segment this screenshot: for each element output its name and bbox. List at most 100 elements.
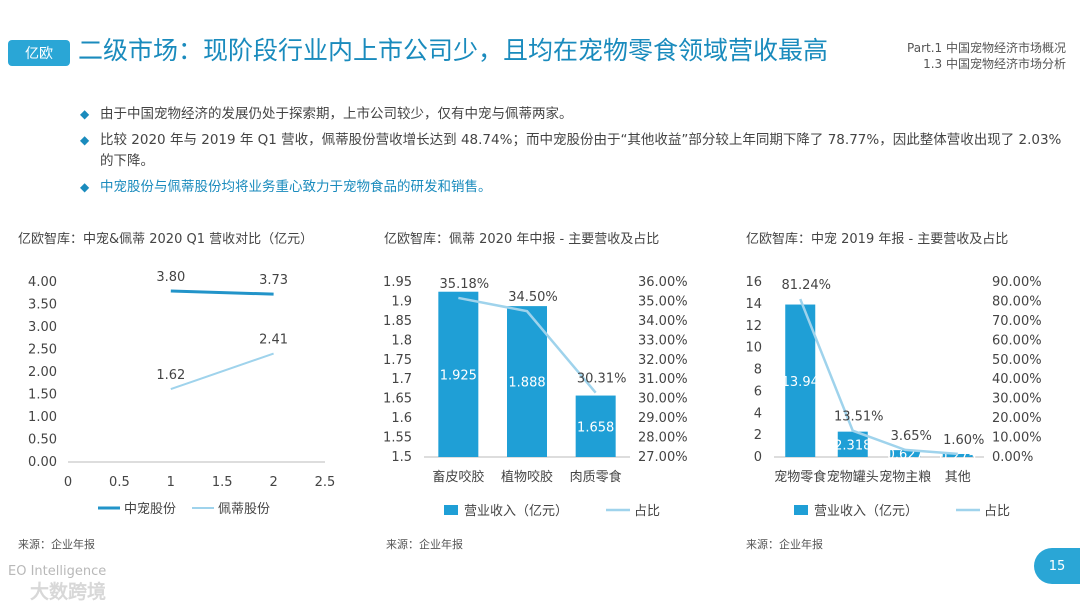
y2-tick-label: 28.00% bbox=[638, 431, 688, 446]
share-label: 1.60% bbox=[943, 433, 984, 448]
bar bbox=[837, 431, 868, 457]
chart3-bar-line-chart: 0 2 4 6 8 10 12 14 16 0.00% 10.00% 20.00% 30.00% 40.0… bbox=[745, 275, 1042, 519]
y-tick-label: 0 bbox=[754, 450, 762, 465]
y2-tick-label: 0.00% bbox=[992, 450, 1033, 465]
share-label: 3.65% bbox=[891, 429, 932, 444]
y-tick-label: 2.50 bbox=[28, 343, 57, 358]
bullet-text: 中宠股份与佩蒂股份均将业务重心致力于宠物食品的研发和销售。 bbox=[100, 179, 492, 195]
y-tick-label: 16 bbox=[745, 275, 762, 290]
y2-tick-label: 70.00% bbox=[992, 314, 1042, 329]
y-tick-label: 12 bbox=[745, 319, 762, 334]
y-tick-label: 1.5 bbox=[391, 450, 412, 465]
y-tick-label: 0.00 bbox=[28, 455, 57, 470]
x-tick-label: 1.5 bbox=[212, 475, 233, 490]
y2-tick-label: 36.00% bbox=[638, 275, 688, 290]
legend-label: 占比 bbox=[984, 504, 1010, 519]
y-tick-label: 4.00 bbox=[28, 275, 57, 290]
y-tick-label: 10 bbox=[745, 341, 762, 356]
y-tick-label: 1.00 bbox=[28, 410, 57, 425]
y2-tick-label: 35.00% bbox=[638, 294, 688, 309]
y2-tick-label: 40.00% bbox=[992, 372, 1042, 387]
share-label: 34.50% bbox=[508, 290, 558, 305]
bar bbox=[575, 395, 616, 457]
y2-tick-label: 80.00% bbox=[992, 294, 1042, 309]
bar bbox=[890, 450, 921, 457]
chart2-title: 亿欧智库：佩蒂 2020 年中报 - 主要营收及占比 bbox=[384, 232, 660, 247]
x-category-label: 肉质零食 bbox=[570, 469, 622, 485]
y-tick-label: 2 bbox=[754, 428, 762, 443]
y2-tick-label: 29.00% bbox=[638, 411, 688, 426]
legend-bar-swatch bbox=[794, 505, 808, 515]
bullet-item: ◆ 比较 2020 年与 2019 年 Q1 营收，佩蒂股份营收增长达到 48.7… bbox=[78, 130, 1068, 172]
y-tick-label: 1.50 bbox=[28, 388, 57, 403]
x-tick-label: 2.5 bbox=[315, 475, 336, 490]
y-tick-label: 6 bbox=[754, 384, 762, 399]
x-category-label: 宠物主粮 bbox=[879, 469, 931, 485]
page-title: 二级市场：现阶段行业内上市公司少，且均在宠物零食领域营收最高 bbox=[78, 36, 829, 65]
chart1-title: 亿欧智库：中宠&佩蒂 2020 Q1 营收对比（亿元） bbox=[18, 232, 314, 247]
y2-tick-label: 20.00% bbox=[992, 411, 1042, 426]
share-line bbox=[799, 298, 958, 456]
bar bbox=[507, 306, 547, 457]
x-tick-label: 1 bbox=[167, 475, 175, 490]
legend-label: 占比 bbox=[634, 504, 660, 519]
x-category-label: 植物咬胶 bbox=[501, 469, 553, 485]
y2-tick-label: 10.00% bbox=[992, 431, 1042, 446]
y2-tick-label: 33.00% bbox=[638, 333, 688, 348]
share-label: 13.51% bbox=[834, 410, 884, 425]
y2-tick-label: 90.00% bbox=[992, 275, 1042, 290]
y2-tick-label: 34.00% bbox=[638, 314, 688, 329]
bullet-text: 比较 2020 年与 2019 年 Q1 营收，佩蒂股份营收增长达到 48.74… bbox=[100, 132, 1062, 169]
watermark: 大数跨境 bbox=[30, 581, 107, 603]
bar-value-label: 1.925 bbox=[440, 368, 477, 383]
bullet-text: 由于中国宠物经济的发展仍处于探索期，上市公司较少，仅有中宠与佩蒂两家。 bbox=[100, 106, 573, 122]
y2-tick-label: 31.00% bbox=[638, 372, 688, 387]
y2-tick-label: 60.00% bbox=[992, 333, 1042, 348]
y-tick-label: 4 bbox=[754, 406, 762, 421]
diamond-icon: ◆ bbox=[80, 107, 90, 121]
yiou-logo: 亿欧 bbox=[8, 40, 70, 66]
legend-bar-swatch bbox=[444, 505, 458, 515]
y-tick-label: 0.50 bbox=[28, 433, 57, 448]
bar-value-label: 2.318 bbox=[834, 438, 871, 453]
x-category-label: 畜皮咬胶 bbox=[432, 469, 484, 485]
bullet-list: ◆ 由于中国宠物经济的发展仍处于探索期，上市公司较少，仅有中宠与佩蒂两家。 ◆ 比较… bbox=[78, 104, 1068, 203]
section-label: 1.3 中国宠物经济市场分析 bbox=[923, 57, 1066, 71]
y-tick-label: 1.85 bbox=[383, 314, 412, 329]
y2-tick-label: 32.00% bbox=[638, 353, 688, 368]
share-line bbox=[458, 296, 597, 394]
bar bbox=[942, 453, 973, 457]
y-tick-label: 3.50 bbox=[28, 298, 57, 313]
bar-value-label: 13.94 bbox=[782, 375, 819, 390]
y2-tick-label: 50.00% bbox=[992, 353, 1042, 368]
series-line-1 bbox=[170, 352, 274, 391]
chart2-bar-line-chart: 1.5 1.55 1.6 1.65 1.7 1.75 1.8 1.85 1.9 1.95 27.00… bbox=[383, 275, 688, 519]
data-label: 3.80 bbox=[156, 270, 185, 285]
legend-label: 佩蒂股份 bbox=[218, 502, 270, 517]
y2-tick-label: 30.00% bbox=[992, 392, 1042, 407]
y-tick-label: 1.9 bbox=[391, 294, 412, 309]
section-info: Part.1 中国宠物经济市场概况 1.3 中国宠物经济市场分析 bbox=[907, 40, 1066, 72]
y-tick-label: 1.95 bbox=[383, 275, 412, 290]
y-tick-label: 1.6 bbox=[391, 411, 412, 426]
x-tick-label: 2 bbox=[269, 475, 277, 490]
legend-label: 中宠股份 bbox=[124, 501, 176, 517]
y-tick-label: 1.55 bbox=[383, 431, 412, 446]
bullet-item-highlight: ◆ 中宠股份与佩蒂股份均将业务重心致力于宠物食品的研发和销售。 bbox=[78, 177, 1068, 198]
data-label: 3.73 bbox=[259, 273, 288, 288]
diamond-icon: ◆ bbox=[80, 133, 90, 147]
chart1-line-chart: 0.00 0.50 1.00 1.50 2.00 2.50 3.00 3.50 4.00 0 0.5… bbox=[28, 270, 336, 517]
x-category-label: 其他 bbox=[945, 470, 971, 485]
x-tick-label: 0.5 bbox=[109, 475, 130, 490]
y-tick-label: 1.7 bbox=[391, 372, 412, 387]
bar-value-label: 1.888 bbox=[508, 376, 545, 391]
chart3-title: 亿欧智库：中宠 2019 年报 - 主要营收及占比 bbox=[746, 232, 1009, 247]
y2-tick-label: 30.00% bbox=[638, 392, 688, 407]
y-tick-label: 3.00 bbox=[28, 320, 57, 335]
x-tick-label: 0 bbox=[64, 475, 72, 490]
page-number: 15 bbox=[1034, 548, 1080, 584]
legend-label: 营业收入（亿元） bbox=[464, 504, 568, 519]
y-tick-label: 14 bbox=[745, 297, 762, 312]
y-tick-label: 1.75 bbox=[383, 353, 412, 368]
y2-tick-label: 27.00% bbox=[638, 450, 688, 465]
